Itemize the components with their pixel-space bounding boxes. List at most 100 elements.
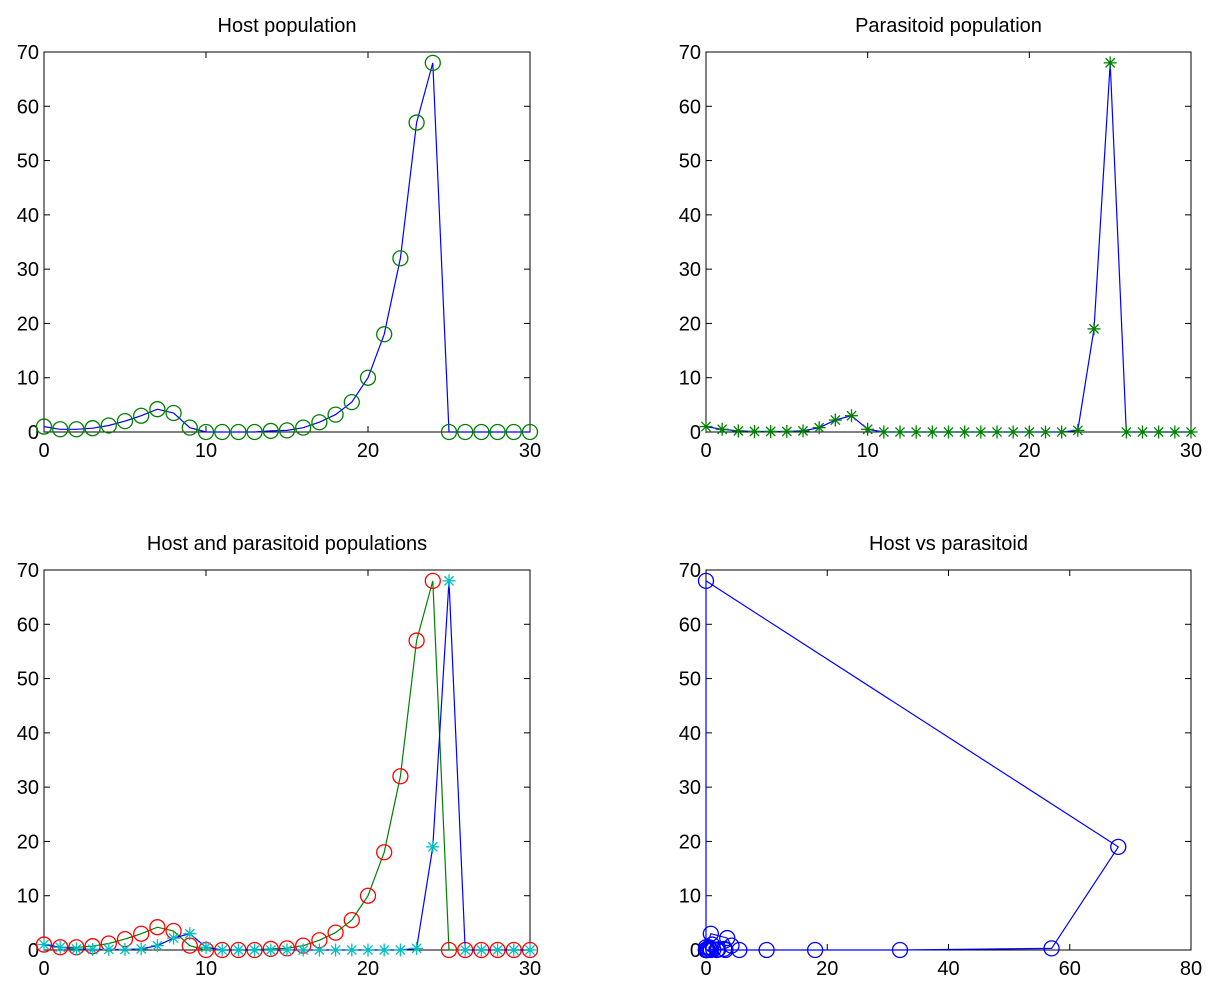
- data-point-circle: [1110, 838, 1127, 856]
- data-point-circle: [697, 941, 715, 959]
- data-point-circle: [197, 423, 215, 441]
- data-point-star: [942, 425, 955, 439]
- data-point-star: [715, 422, 729, 436]
- data-point-star: [1006, 425, 1020, 439]
- data-point-circle: [408, 632, 425, 649]
- data-point-star: [877, 425, 891, 439]
- data-point-star: [974, 425, 988, 439]
- data-point-star: [1087, 322, 1101, 336]
- y-tick-label: 70: [679, 42, 701, 64]
- data-point-circle: [84, 420, 101, 437]
- subplot-host-population: Host population 0 10 20 30 0 10 20 30 40 50 60 70: [17, 15, 541, 462]
- data-point-circle: [295, 419, 312, 436]
- data-point-circle: [133, 407, 150, 424]
- data-point-circle: [723, 937, 740, 954]
- data-point-star: [345, 943, 359, 957]
- y-tick-label: 0: [690, 422, 701, 444]
- y-tick-label: 20: [17, 831, 39, 853]
- data-point-circle: [424, 54, 441, 72]
- data-point-circle: [440, 423, 458, 441]
- data-point-circle: [181, 419, 198, 436]
- y-tick-label: 30: [679, 259, 701, 281]
- data-point-circle: [719, 929, 736, 947]
- data-point-star: [812, 421, 826, 435]
- data-point-circle: [473, 423, 490, 441]
- subplot-parasitoid-population: Parasitoid population 0 10 20 30 0 10 20 30 40 50 6…: [679, 15, 1202, 462]
- data-point-star: [1119, 425, 1133, 439]
- data-point-star: [150, 939, 164, 953]
- data-point-circle: [149, 919, 166, 936]
- data-point-circle: [116, 412, 134, 430]
- data-point-star: [1055, 425, 1069, 439]
- data-point-star: [796, 424, 810, 438]
- x-tick-label: 30: [519, 440, 541, 462]
- y-tick-label: 10: [679, 368, 701, 390]
- y-tick-label: 20: [679, 831, 701, 853]
- x-tick-label: 20: [816, 958, 838, 980]
- y-tick-label: 30: [17, 777, 39, 799]
- data-point-circle: [440, 941, 458, 959]
- y-tick-label: 60: [17, 614, 39, 636]
- data-point-star: [1103, 56, 1117, 70]
- y-tick-label: 10: [17, 886, 39, 908]
- y-tick-label: 0: [28, 940, 39, 962]
- data-point-star: [361, 943, 375, 957]
- y-tick-label: 70: [679, 560, 701, 582]
- x-tick-label: 10: [857, 440, 879, 462]
- x-tick-label: 30: [519, 958, 541, 980]
- data-point-star: [183, 927, 197, 941]
- data-point-star: [893, 425, 907, 439]
- data-point-star: [458, 943, 472, 957]
- y-tick-label: 30: [679, 777, 701, 799]
- plot-title: Host vs parasitoid: [869, 533, 1028, 555]
- data-point-circle: [1043, 940, 1060, 957]
- y-tick-label: 10: [17, 368, 39, 390]
- y-tick-label: 40: [17, 723, 39, 745]
- y-tick-label: 40: [17, 205, 39, 227]
- data-point-star: [523, 943, 537, 957]
- data-point-circle: [149, 401, 166, 418]
- data-point-star: [909, 425, 923, 439]
- y-tick-label: 60: [679, 614, 701, 636]
- data-point-circle: [708, 941, 726, 959]
- x-tick-label: 20: [357, 440, 379, 462]
- data-point-star: [699, 420, 713, 434]
- plot-title: Host and parasitoid populations: [147, 533, 427, 555]
- data-point-circle: [359, 369, 377, 386]
- axes-box: [705, 569, 1192, 951]
- data-point-star: [507, 943, 521, 957]
- y-tick-label: 10: [679, 886, 701, 908]
- data-point-star: [53, 940, 67, 954]
- data-point-circle: [758, 941, 775, 959]
- y-tick-label: 50: [679, 669, 701, 691]
- y-tick-label: 50: [679, 151, 701, 173]
- x-tick-label: 60: [1059, 958, 1081, 980]
- data-point-circle: [424, 572, 441, 590]
- x-tick-label: 0: [38, 958, 49, 980]
- data-point-circle: [392, 250, 409, 267]
- data-point-star: [102, 942, 116, 956]
- data-point-circle: [327, 406, 344, 423]
- data-point-star: [1168, 425, 1182, 439]
- data-point-circle: [457, 423, 474, 441]
- y-tick-label: 40: [679, 723, 701, 745]
- data-point-star: [231, 943, 245, 957]
- x-tick-label: 0: [38, 440, 49, 462]
- data-point-star: [118, 942, 132, 956]
- data-point-star: [312, 943, 326, 957]
- y-tick-label: 50: [17, 669, 39, 691]
- data-point-circle: [392, 768, 409, 785]
- x-tick-label: 0: [700, 440, 711, 462]
- y-tick-label: 40: [679, 205, 701, 227]
- data-point-circle: [891, 941, 909, 959]
- data-point-circle: [731, 941, 748, 959]
- data-point-star: [958, 425, 972, 439]
- y-tick-label: 20: [17, 313, 39, 335]
- subplot-host-vs-parasitoid: Host vs parasitoid 0 20 40 60 80 0 10 20 30 40 50 60…: [679, 533, 1202, 980]
- y-tick-label: 0: [28, 422, 39, 444]
- x-tick-label: 40: [937, 958, 959, 980]
- y-tick-label: 50: [17, 151, 39, 173]
- data-point-star: [1152, 425, 1166, 439]
- data-point-circle: [214, 423, 231, 441]
